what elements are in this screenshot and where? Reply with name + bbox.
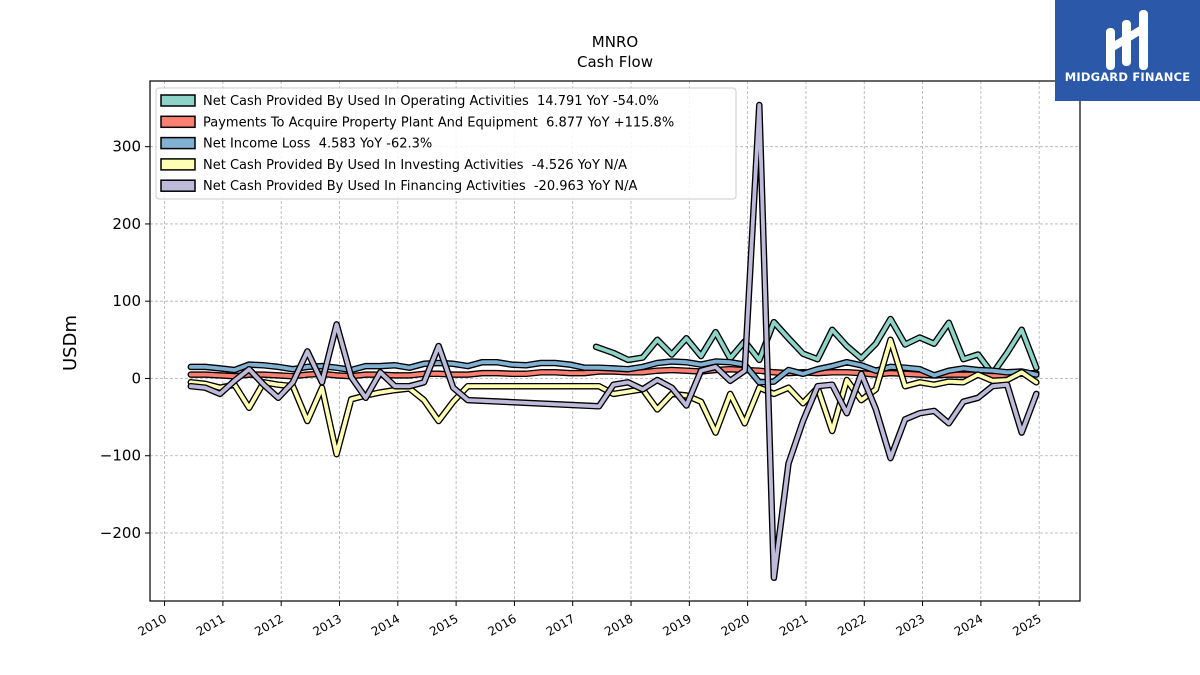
x-tick-label: 2015 [427,611,460,638]
x-tick-label: 2016 [485,611,518,638]
series-lines [187,101,1040,582]
x-tick-label: 2020 [719,611,752,638]
y-tick-label: −200 [100,524,141,542]
series-line-2 [188,359,1039,385]
midgard-logo-icon [1106,10,1148,70]
legend-label: Net Cash Provided By Used In Financing A… [203,179,638,194]
x-tick-label: 2023 [894,611,927,638]
legend-label: Payments To Acquire Property Plant And E… [203,115,674,130]
series-line-0 [594,317,1039,376]
x-tick-label: 2018 [602,611,635,638]
legend-swatch [160,115,196,129]
x-tick-label: 2024 [952,611,985,638]
x-tick-label: 2014 [369,611,402,638]
x-tick-label: 2011 [194,611,227,638]
y-tick-label: 100 [112,292,141,310]
legend-swatch [160,179,196,192]
y-tick-label: −100 [100,447,141,465]
legend-swatch [160,136,196,150]
chart-title: MNRO [592,33,638,51]
x-tick-label: 2025 [1010,611,1043,638]
brand-name: MIDGARD FINANCE [1064,70,1191,84]
midgard-finance-logo: MIDGARD FINANCE [1055,0,1200,101]
y-tick-label: 0 [131,369,141,387]
x-tick-label: 2019 [660,611,693,638]
x-tick-label: 2017 [544,611,577,638]
legend: Net Cash Provided By Used In Operating A… [155,87,737,200]
plot-frame [149,80,1081,602]
y-tick-label: 300 [112,138,141,156]
legend-label: Net Income Loss 4.583 YoY -62.3% [203,137,432,152]
x-tick-label: 2012 [252,611,285,638]
x-tick-label: 2010 [136,611,169,638]
x-tick-label: 2021 [777,611,810,638]
chart-subtitle: Cash Flow [577,53,653,71]
legend-label: Net Cash Provided By Used In Operating A… [203,94,659,109]
y-tick-label: 200 [112,215,141,233]
x-tick-label: 2013 [311,611,344,638]
legend-box [155,87,737,200]
series-line-4 [188,103,1039,580]
legend-swatch [160,94,196,107]
legend-label: Net Cash Provided By Used In Investing A… [203,158,627,173]
series-line-3 [188,337,1039,457]
x-tick-label: 2022 [835,611,868,638]
y-axis-label: USDm [60,315,81,371]
legend-swatch [160,158,196,171]
